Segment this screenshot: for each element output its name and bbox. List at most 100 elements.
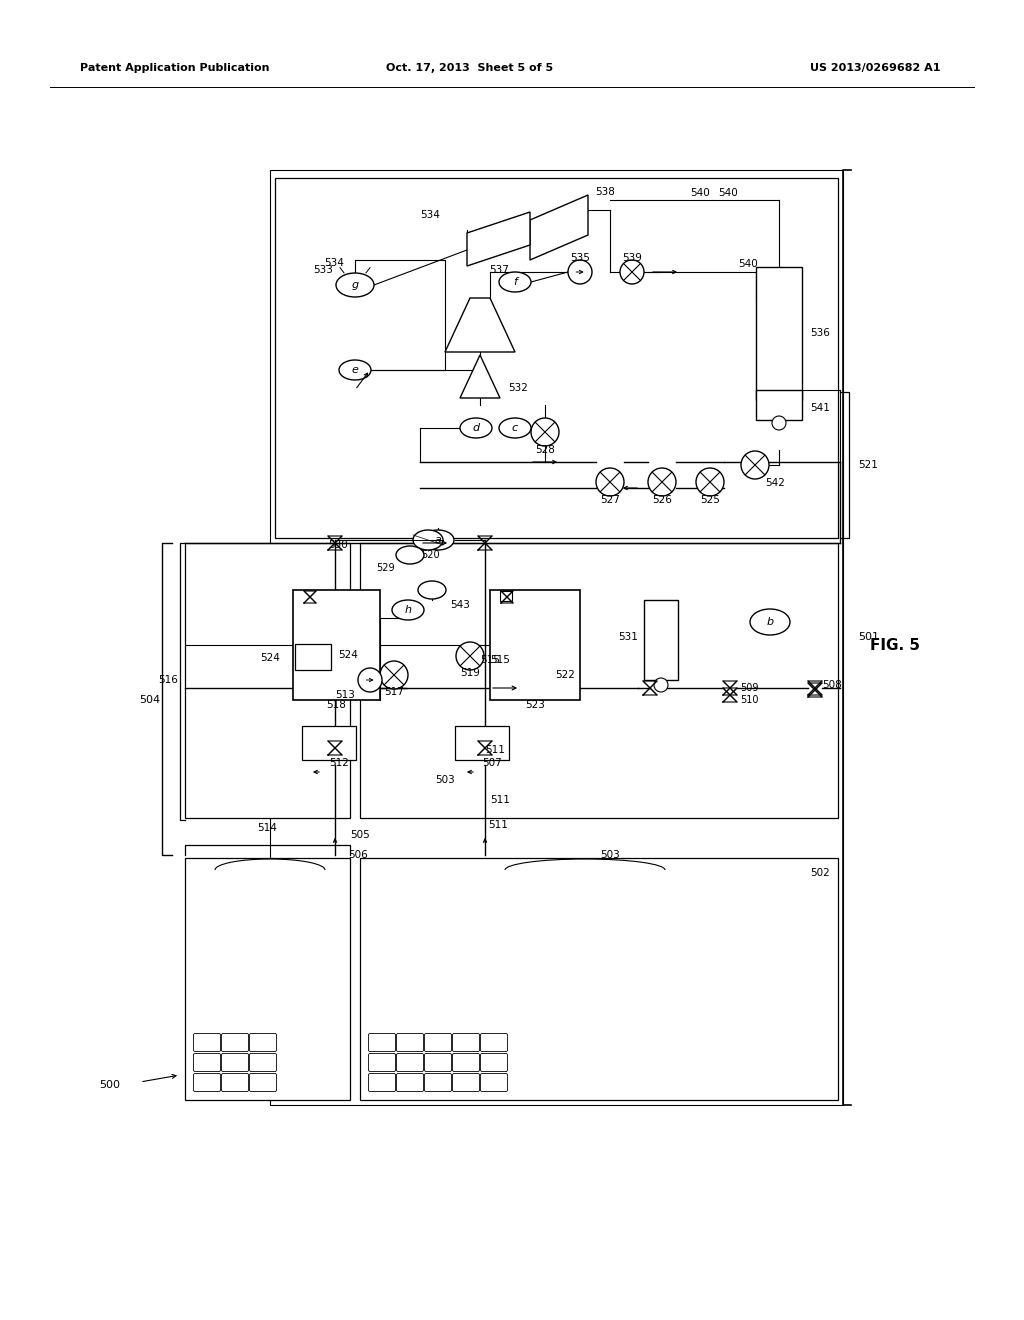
Circle shape (620, 260, 644, 284)
Text: 505: 505 (350, 830, 370, 840)
FancyBboxPatch shape (396, 1073, 424, 1092)
FancyBboxPatch shape (480, 1073, 508, 1092)
FancyBboxPatch shape (194, 1073, 220, 1092)
Text: 531: 531 (618, 632, 638, 642)
FancyBboxPatch shape (453, 1073, 479, 1092)
Bar (360, 858, 838, 1100)
Text: 515: 515 (490, 655, 510, 665)
FancyBboxPatch shape (221, 1053, 249, 1072)
FancyBboxPatch shape (425, 1073, 452, 1092)
Text: 510: 510 (740, 696, 759, 705)
Text: 502: 502 (810, 869, 829, 878)
Text: e: e (351, 366, 358, 375)
Text: 535: 535 (570, 253, 590, 263)
FancyBboxPatch shape (369, 1053, 395, 1072)
Ellipse shape (392, 601, 424, 620)
Text: 504: 504 (139, 696, 161, 705)
Bar (185, 858, 350, 1100)
Text: f: f (513, 277, 517, 286)
Bar (302, 726, 356, 760)
Bar (455, 726, 509, 760)
Text: 541: 541 (810, 403, 829, 413)
Bar (270, 170, 843, 1105)
Text: 522: 522 (555, 671, 574, 680)
Text: b: b (766, 616, 773, 627)
Bar (360, 543, 838, 818)
FancyBboxPatch shape (221, 1034, 249, 1052)
Text: 536: 536 (810, 327, 829, 338)
Polygon shape (530, 195, 588, 260)
Text: g: g (351, 280, 358, 290)
Text: 500: 500 (99, 1080, 121, 1090)
Text: 516: 516 (158, 675, 178, 685)
Text: 543: 543 (450, 601, 470, 610)
Text: 540: 540 (718, 187, 737, 198)
Circle shape (648, 469, 676, 496)
Text: 503: 503 (600, 850, 620, 861)
Text: 518: 518 (326, 700, 346, 710)
FancyBboxPatch shape (194, 1053, 220, 1072)
Bar (293, 590, 380, 700)
Text: 519: 519 (460, 668, 480, 678)
Circle shape (696, 469, 724, 496)
Text: FIG. 5: FIG. 5 (870, 638, 920, 652)
Text: 533: 533 (313, 265, 333, 275)
Text: 511: 511 (485, 744, 505, 755)
Text: Oct. 17, 2013  Sheet 5 of 5: Oct. 17, 2013 Sheet 5 of 5 (386, 63, 554, 73)
Polygon shape (445, 298, 515, 352)
Text: 528: 528 (536, 445, 555, 455)
FancyBboxPatch shape (250, 1034, 276, 1052)
Circle shape (358, 668, 382, 692)
Text: c: c (512, 422, 518, 433)
Text: h: h (404, 605, 412, 615)
Text: d: d (472, 422, 479, 433)
Bar (295, 644, 331, 671)
Text: 538: 538 (595, 187, 614, 197)
Ellipse shape (750, 609, 790, 635)
FancyBboxPatch shape (480, 1053, 508, 1072)
Text: 501: 501 (858, 632, 879, 642)
Circle shape (531, 418, 559, 446)
Circle shape (568, 260, 592, 284)
Text: 503: 503 (435, 775, 455, 785)
Bar (500, 591, 512, 601)
Text: 540: 540 (738, 259, 758, 281)
Text: 511: 511 (488, 820, 508, 830)
Circle shape (380, 661, 408, 689)
Text: Patent Application Publication: Patent Application Publication (80, 63, 269, 73)
Text: 520: 520 (421, 550, 439, 560)
Text: 517: 517 (384, 686, 403, 697)
Text: 534: 534 (325, 257, 344, 268)
Ellipse shape (499, 418, 531, 438)
Text: 530: 530 (328, 540, 348, 550)
Circle shape (772, 416, 786, 430)
FancyBboxPatch shape (250, 1073, 276, 1092)
Text: 540: 540 (690, 187, 710, 198)
Circle shape (456, 642, 484, 671)
FancyBboxPatch shape (453, 1034, 479, 1052)
FancyBboxPatch shape (221, 1073, 249, 1092)
Text: 524: 524 (260, 653, 280, 663)
Ellipse shape (413, 531, 443, 550)
FancyBboxPatch shape (396, 1053, 424, 1072)
Text: 511: 511 (490, 795, 510, 805)
Ellipse shape (339, 360, 371, 380)
Ellipse shape (499, 272, 531, 292)
FancyBboxPatch shape (480, 1034, 508, 1052)
Bar (490, 590, 580, 700)
Text: 506: 506 (348, 850, 368, 861)
Text: 513: 513 (335, 690, 355, 700)
Bar (275, 178, 838, 539)
Circle shape (596, 469, 624, 496)
Text: 512: 512 (329, 758, 349, 768)
Text: 527: 527 (600, 495, 620, 506)
Polygon shape (467, 213, 530, 267)
Text: 539: 539 (622, 253, 642, 263)
FancyBboxPatch shape (396, 1034, 424, 1052)
FancyBboxPatch shape (369, 1073, 395, 1092)
Text: 508: 508 (822, 680, 842, 690)
FancyBboxPatch shape (369, 1034, 395, 1052)
Text: 515: 515 (480, 655, 500, 665)
Text: 534: 534 (420, 210, 440, 220)
Circle shape (741, 451, 769, 479)
